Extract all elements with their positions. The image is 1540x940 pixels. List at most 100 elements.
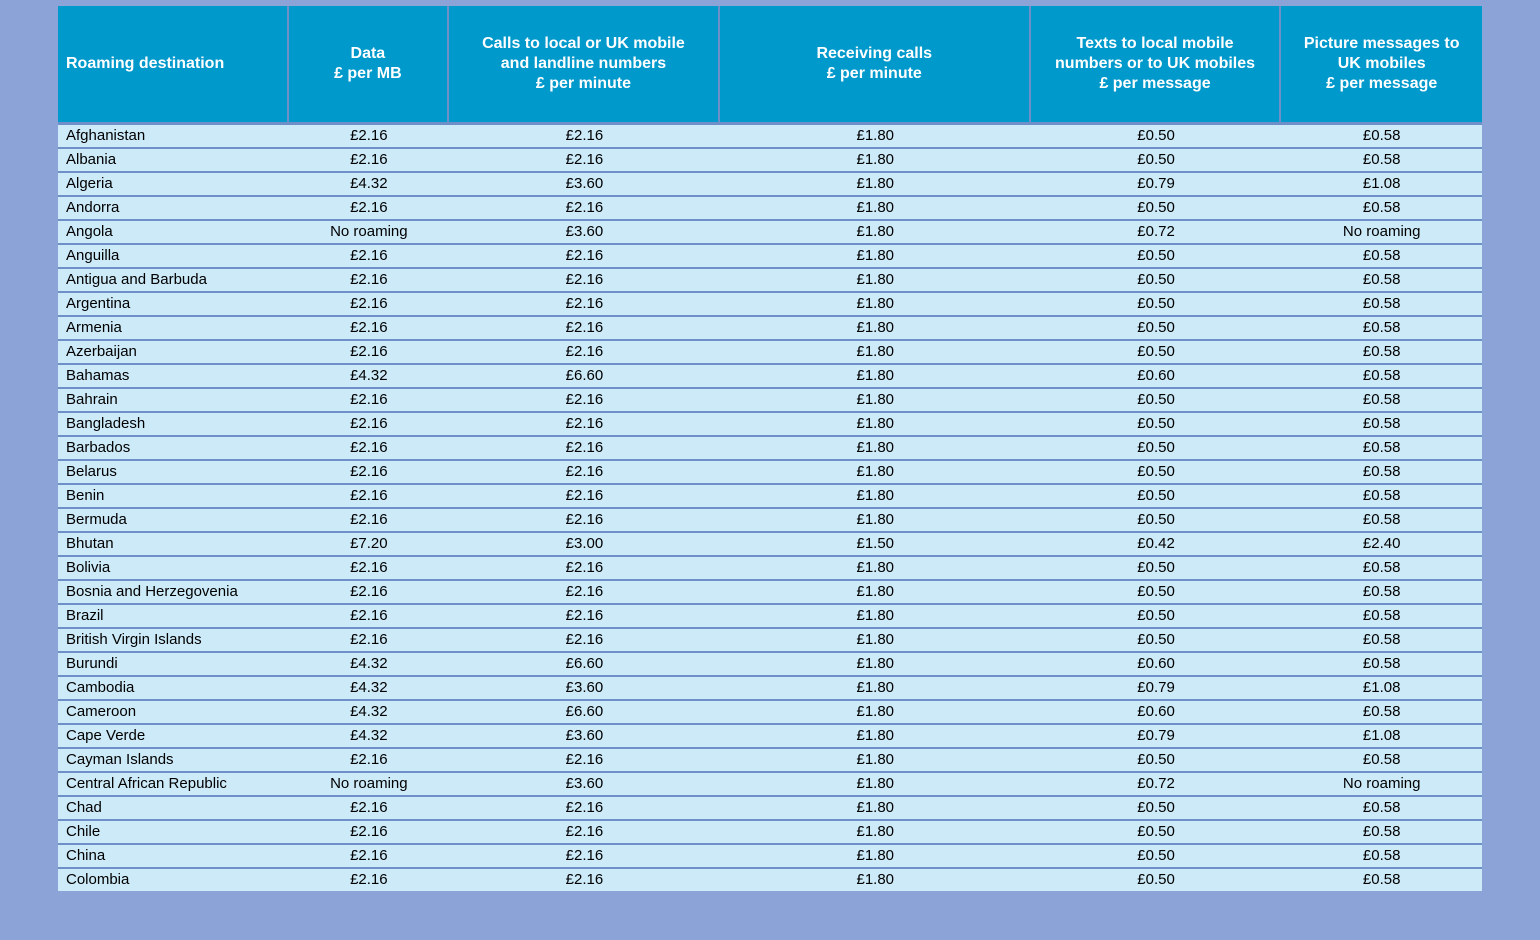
table-cell: £1.80: [720, 125, 1031, 149]
table-row: Chad£2.16£2.16£1.80£0.50£0.58: [58, 797, 1482, 821]
table-cell: Armenia: [58, 317, 289, 341]
table-cell: £4.32: [289, 653, 449, 677]
table-cell: Bosnia and Herzegovenia: [58, 581, 289, 605]
table-cell: £0.58: [1281, 341, 1482, 365]
table-cell: Colombia: [58, 869, 289, 891]
table-cell: £0.72: [1031, 221, 1282, 245]
table-cell: £0.60: [1031, 701, 1282, 725]
table-cell: £0.50: [1031, 821, 1282, 845]
table-row: Cambodia£4.32£3.60£1.80£0.79£1.08: [58, 677, 1482, 701]
table-cell: £2.16: [449, 341, 720, 365]
table-row: Cayman Islands£2.16£2.16£1.80£0.50£0.58: [58, 749, 1482, 773]
table-cell: £0.58: [1281, 653, 1482, 677]
table-cell: British Virgin Islands: [58, 629, 289, 653]
table-cell: £0.79: [1031, 725, 1282, 749]
table-cell: £2.16: [289, 845, 449, 869]
table-cell: Cape Verde: [58, 725, 289, 749]
table-cell: £2.16: [449, 605, 720, 629]
table-cell: £0.50: [1031, 341, 1282, 365]
table-cell: £2.16: [449, 485, 720, 509]
table-cell: £0.58: [1281, 557, 1482, 581]
table-cell: £0.50: [1031, 317, 1282, 341]
table-cell: £2.16: [449, 413, 720, 437]
table-cell: £0.58: [1281, 509, 1482, 533]
table-cell: £0.50: [1031, 149, 1282, 173]
table-cell: £7.20: [289, 533, 449, 557]
table-cell: Bermuda: [58, 509, 289, 533]
table-row: Benin£2.16£2.16£1.80£0.50£0.58: [58, 485, 1482, 509]
table-cell: Argentina: [58, 293, 289, 317]
table-cell: £3.60: [449, 221, 720, 245]
table-cell: Cambodia: [58, 677, 289, 701]
table-cell: £2.16: [289, 797, 449, 821]
table-body: Afghanistan£2.16£2.16£1.80£0.50£0.58Alba…: [58, 125, 1482, 891]
table-cell: £1.80: [720, 701, 1031, 725]
table-cell: Cayman Islands: [58, 749, 289, 773]
table-cell: £2.16: [449, 845, 720, 869]
table-row: Colombia£2.16£2.16£1.80£0.50£0.58: [58, 869, 1482, 891]
table-cell: £2.16: [289, 317, 449, 341]
table-cell: £2.16: [449, 749, 720, 773]
table-cell: £1.80: [720, 173, 1031, 197]
table-cell: £1.80: [720, 797, 1031, 821]
table-cell: Albania: [58, 149, 289, 173]
table-row: Belarus£2.16£2.16£1.80£0.50£0.58: [58, 461, 1482, 485]
table-cell: £0.50: [1031, 437, 1282, 461]
col-header-texts: Texts to local mobile numbers or to UK m…: [1031, 6, 1282, 125]
table-cell: £0.58: [1281, 245, 1482, 269]
table-cell: £2.16: [449, 317, 720, 341]
table-row: Cape Verde£4.32£3.60£1.80£0.79£1.08: [58, 725, 1482, 749]
table-row: Cameroon£4.32£6.60£1.80£0.60£0.58: [58, 701, 1482, 725]
table-cell: £2.16: [289, 461, 449, 485]
table-cell: £2.16: [449, 821, 720, 845]
table-cell: £0.42: [1031, 533, 1282, 557]
table-row: Bahrain£2.16£2.16£1.80£0.50£0.58: [58, 389, 1482, 413]
table-cell: £0.58: [1281, 389, 1482, 413]
table-cell: Bahrain: [58, 389, 289, 413]
table-cell: £2.16: [289, 245, 449, 269]
table-cell: £2.16: [449, 581, 720, 605]
table-cell: Algeria: [58, 173, 289, 197]
table-cell: £2.16: [289, 293, 449, 317]
table-row: Anguilla£2.16£2.16£1.80£0.50£0.58: [58, 245, 1482, 269]
table-cell: £0.50: [1031, 845, 1282, 869]
table-cell: £0.58: [1281, 821, 1482, 845]
table-row: Azerbaijan£2.16£2.16£1.80£0.50£0.58: [58, 341, 1482, 365]
col-header-calls: Calls to local or UK mobile and landline…: [449, 6, 720, 125]
table-cell: £2.16: [289, 341, 449, 365]
table-cell: £0.50: [1031, 557, 1282, 581]
table-cell: £0.50: [1031, 461, 1282, 485]
table-cell: £2.16: [449, 389, 720, 413]
table-row: British Virgin Islands£2.16£2.16£1.80£0.…: [58, 629, 1482, 653]
table-cell: £0.58: [1281, 437, 1482, 461]
table-cell: £0.58: [1281, 125, 1482, 149]
table-row: Bermuda£2.16£2.16£1.80£0.50£0.58: [58, 509, 1482, 533]
roaming-rates-table: Roaming destination Data £ per MB Calls …: [58, 6, 1482, 891]
table-cell: £1.80: [720, 197, 1031, 221]
table-cell: £0.60: [1031, 653, 1282, 677]
table-cell: Anguilla: [58, 245, 289, 269]
table-cell: £6.60: [449, 701, 720, 725]
table-cell: £1.50: [720, 533, 1031, 557]
table-cell: China: [58, 845, 289, 869]
table-cell: £0.50: [1031, 869, 1282, 891]
table-cell: £0.79: [1031, 173, 1282, 197]
table-cell: £0.58: [1281, 413, 1482, 437]
table-row: Algeria£4.32£3.60£1.80£0.79£1.08: [58, 173, 1482, 197]
table-cell: £1.08: [1281, 725, 1482, 749]
table-cell: £1.08: [1281, 173, 1482, 197]
table-cell: £0.50: [1031, 509, 1282, 533]
table-cell: £0.50: [1031, 749, 1282, 773]
table-cell: £1.80: [720, 725, 1031, 749]
table-cell: Bangladesh: [58, 413, 289, 437]
table-cell: £0.58: [1281, 749, 1482, 773]
table-cell: £6.60: [449, 365, 720, 389]
table-cell: £0.50: [1031, 485, 1282, 509]
table-row: Chile£2.16£2.16£1.80£0.50£0.58: [58, 821, 1482, 845]
table-cell: No roaming: [1281, 773, 1482, 797]
table-row: Afghanistan£2.16£2.16£1.80£0.50£0.58: [58, 125, 1482, 149]
table-cell: £4.32: [289, 701, 449, 725]
table-row: Albania£2.16£2.16£1.80£0.50£0.58: [58, 149, 1482, 173]
table-cell: £1.80: [720, 845, 1031, 869]
table-cell: £2.16: [289, 605, 449, 629]
